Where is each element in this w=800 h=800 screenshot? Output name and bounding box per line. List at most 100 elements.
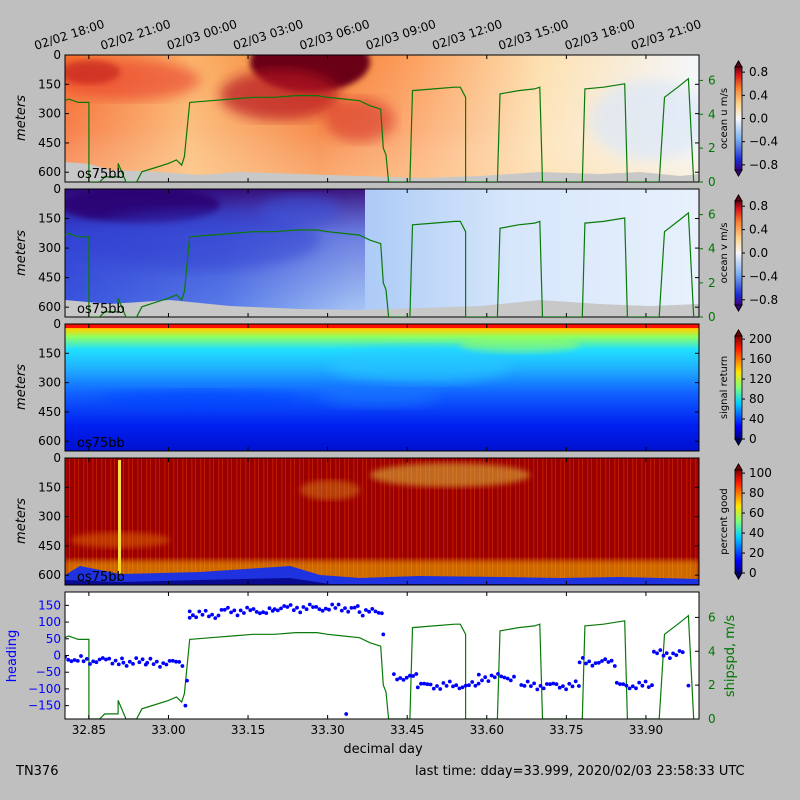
percent-good-heatmap (65, 458, 699, 585)
heading-point (97, 657, 102, 662)
colorbar-tick-label: 200 (749, 332, 772, 346)
xtick-label: 33.00 (151, 723, 185, 737)
ytick-label: 150 (38, 212, 61, 226)
ocean-v-shipspd-line (65, 211, 695, 317)
heading-point (79, 654, 83, 658)
heading-point (94, 660, 99, 665)
heading-point (398, 676, 403, 680)
heading-point (671, 651, 675, 656)
heading-point (343, 606, 347, 610)
heading-point (279, 606, 283, 611)
ytick-label: 600 (38, 300, 61, 314)
panel-ocean-u: os75bb (64, 54, 700, 183)
heading-point (381, 632, 386, 637)
heading-point (282, 604, 287, 608)
heading-point (502, 675, 507, 680)
colorbar-tick-label: 0.8 (749, 199, 768, 213)
colorbar-tick-label: 160 (749, 352, 772, 366)
heading-point (567, 681, 572, 686)
heading-point (577, 660, 582, 665)
shipspd-tick-label: 4 (708, 644, 716, 658)
colorbar-extend-bottom (734, 572, 743, 580)
heading-point (187, 609, 192, 614)
heading-point (295, 605, 299, 610)
colorbar-tick-label: 0.8 (749, 65, 768, 79)
heading-point (525, 679, 530, 684)
heading-point (422, 681, 427, 686)
heading-point (486, 679, 491, 683)
heading-point (307, 602, 312, 607)
ylabel-ocean-u: meters (14, 95, 29, 141)
heading-point (483, 675, 488, 680)
heading-point (643, 679, 648, 684)
heading-point (261, 610, 265, 615)
panel-ocean-v: os75bb (64, 188, 700, 318)
heading-point (573, 679, 578, 684)
colorbar (734, 200, 743, 306)
heading-point (229, 610, 234, 615)
heading-point (88, 662, 92, 666)
heading-point (680, 650, 685, 655)
top-time-label: 02/03 18:00 (563, 17, 637, 53)
heading-point (590, 663, 595, 668)
heading-point (658, 648, 663, 652)
heading-point (551, 681, 556, 686)
colorbar-tick-label: 40 (749, 412, 764, 426)
heading-point (203, 608, 208, 613)
heading-point (167, 659, 172, 663)
heading-point (69, 659, 74, 664)
heading-point (476, 681, 481, 686)
colorbar-tick-label: 0 (749, 566, 757, 580)
colorbar-tick-label: 100 (749, 466, 772, 480)
heading-point (352, 605, 357, 610)
heading-point (392, 672, 396, 676)
heading-point (541, 686, 546, 691)
ylabel-percent-good: meters (14, 498, 29, 544)
shipspd-tick-label: 0 (708, 712, 716, 726)
heading-point (254, 610, 259, 614)
heading-point (425, 682, 430, 687)
heading-point (161, 661, 166, 665)
heading-point (349, 606, 354, 610)
heading-point (238, 608, 243, 613)
signal-return-instrument-label: os75bb (77, 436, 125, 451)
ytick-label: 300 (38, 376, 61, 390)
heading-point (323, 606, 328, 611)
heading-point (473, 683, 478, 688)
heading-point (529, 684, 533, 688)
ytick-label: 150 (38, 77, 61, 91)
shipspd-tick-label: 0 (708, 310, 716, 324)
heading-point (646, 685, 651, 689)
heading-point (174, 659, 178, 664)
heading-point (460, 685, 465, 690)
heading-point (311, 605, 315, 609)
heading-point (435, 684, 439, 688)
shipspd-line (65, 614, 695, 719)
heading-point (373, 609, 378, 614)
heading-point (327, 607, 331, 612)
heading-point (180, 664, 185, 668)
heading-point (612, 664, 617, 668)
colorbar (734, 335, 743, 440)
heading-point (285, 605, 290, 609)
heading-point (577, 684, 581, 688)
heading-tick-label: 100 (38, 615, 61, 629)
heading-point (519, 683, 524, 687)
heading-points (65, 602, 691, 716)
ocean-u-shipspd-line (65, 77, 695, 182)
heading-point (81, 659, 86, 664)
heading-point (444, 684, 449, 688)
heading-point (428, 682, 433, 687)
heading-point (404, 675, 409, 680)
heading-point (603, 657, 608, 662)
colorbar-tick-label: 80 (749, 486, 764, 500)
shipspd-tick-label: 2 (708, 276, 716, 290)
heading-point (499, 674, 504, 679)
heading-point (395, 677, 399, 682)
colorbar-tick-label: 0.4 (749, 88, 768, 102)
heading-point (634, 686, 638, 691)
ytick-label: 300 (38, 241, 61, 255)
shipspd-tick-label: 6 (708, 73, 716, 87)
